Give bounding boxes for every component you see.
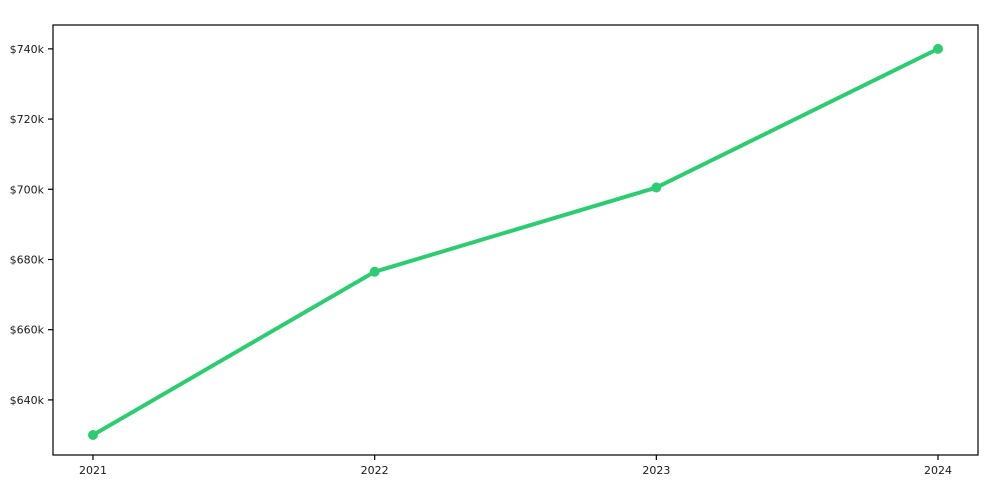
y-tick-label: $660k <box>10 324 45 337</box>
x-tick-label: 2024 <box>924 464 952 477</box>
y-tick-label: $740k <box>10 43 45 56</box>
data-point-marker <box>88 429 98 440</box>
data-point-marker <box>369 266 380 277</box>
y-tick-label: $640k <box>10 394 45 407</box>
y-tick-label: $720k <box>10 113 45 126</box>
data-point-marker <box>933 43 943 54</box>
x-tick-label: 2021 <box>79 464 107 477</box>
data-point-marker <box>651 182 662 193</box>
y-tick-label: $700k <box>10 183 45 196</box>
plot-border <box>52 24 979 456</box>
x-tick-label: 2022 <box>361 464 389 477</box>
x-tick-label: 2023 <box>642 464 670 477</box>
y-tick-label: $680k <box>10 253 45 266</box>
trend-line <box>91 46 940 437</box>
